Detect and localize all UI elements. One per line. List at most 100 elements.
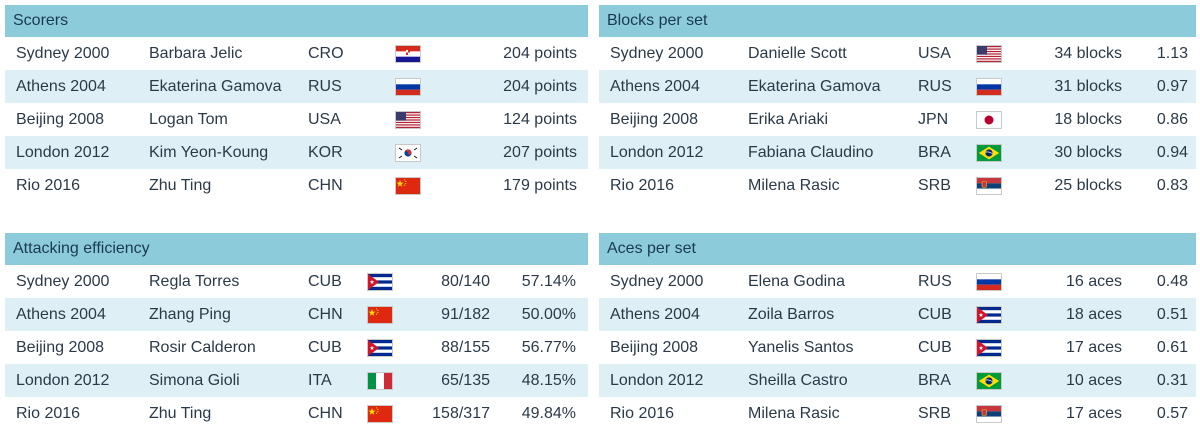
- games-cell: Beijing 2008: [16, 111, 105, 128]
- usa-flag-icon: [977, 46, 1001, 62]
- cuba-flag-icon: [368, 274, 392, 290]
- stat-value: 80/140: [441, 273, 490, 290]
- player-name: Elena Godina: [748, 273, 845, 290]
- games-cell: Athens 2004: [16, 306, 106, 323]
- stat-rate: 0.51: [1156, 306, 1188, 323]
- blocks-rows: Sydney 2000 Danielle Scott USA 34 blocks 1.1…: [599, 37, 1196, 202]
- stat-value: 16 aces: [1065, 273, 1122, 290]
- table-row: Athens 2004 Zhang Ping CHN 91/182 50.00%: [5, 298, 588, 331]
- games-cell: London 2012: [610, 144, 704, 161]
- aces-rows: Sydney 2000 Elena Godina RUS 16 aces 0.48 Ath…: [599, 265, 1196, 430]
- games-cell: Beijing 2008: [610, 111, 699, 128]
- table-row: Rio 2016 Milena Rasic SRB 17 aces 0.57: [599, 397, 1196, 430]
- stat-rate: 0.94: [1156, 144, 1188, 161]
- stat-rate: 0.86: [1156, 111, 1188, 128]
- stat-rate: 0.57: [1156, 405, 1188, 422]
- country-code: BRA: [918, 144, 951, 161]
- games-cell: Athens 2004: [16, 78, 106, 95]
- country-code: CHN: [308, 306, 343, 323]
- player-name: Sheilla Castro: [748, 372, 848, 389]
- games-cell: Sydney 2000: [610, 273, 704, 290]
- stat-value: 91/182: [441, 306, 490, 323]
- table-row: Athens 2004 Zoila Barros CUB 18 aces 0.51: [599, 298, 1196, 331]
- stat-value: 158/317: [432, 405, 490, 422]
- table-row: Rio 2016 Zhu Ting CHN 158/317 49.84%: [5, 397, 588, 430]
- stat-value: 18 blocks: [1054, 111, 1122, 128]
- country-code: JPN: [918, 111, 949, 128]
- russia-flag-icon: [977, 274, 1001, 290]
- games-cell: Sydney 2000: [16, 45, 110, 62]
- table-row: London 2012 Fabiana Claudino BRA 30 blocks 0…: [599, 136, 1196, 169]
- stat-value: 204 points: [503, 45, 577, 62]
- games-cell: Rio 2016: [610, 177, 675, 194]
- player-name: Erika Ariaki: [748, 111, 829, 128]
- scorers-panel: Scorers Sydney 2000 Barbara Jelic CRO 204 p…: [5, 5, 588, 202]
- player-name: Milena Rasic: [748, 405, 840, 422]
- blocks-panel: Blocks per set Sydney 2000 Danielle Scott…: [599, 5, 1196, 202]
- cuba-flag-icon: [977, 307, 1001, 323]
- stat-rate: 57.14%: [521, 273, 576, 290]
- stat-value: 34 blocks: [1054, 45, 1122, 62]
- stat-rate: 0.61: [1156, 339, 1188, 356]
- games-cell: London 2012: [610, 372, 704, 389]
- table-row: Rio 2016 Zhu Ting CHN 179 points: [5, 169, 588, 202]
- country-code: ITA: [308, 372, 332, 389]
- stat-value: 88/155: [441, 339, 490, 356]
- china-flag-icon: [368, 307, 392, 323]
- cuba-flag-icon: [977, 340, 1001, 356]
- stat-rate: 0.31: [1156, 372, 1188, 389]
- player-name: Zhu Ting: [149, 177, 212, 194]
- table-row: Rio 2016 Milena Rasic SRB 25 blocks 0.83: [599, 169, 1196, 202]
- player-name: Kim Yeon-Koung: [149, 144, 269, 161]
- country-code: CHN: [308, 177, 343, 194]
- stat-value: 10 aces: [1065, 372, 1122, 389]
- country-code: RUS: [918, 273, 952, 290]
- stat-value: 17 aces: [1065, 405, 1122, 422]
- brazil-flag-icon: [977, 373, 1001, 389]
- player-name: Logan Tom: [149, 111, 228, 128]
- stat-rate: 0.48: [1156, 273, 1188, 290]
- country-code: RUS: [918, 78, 952, 95]
- table-row: Beijing 2008 Rosir Calderon CUB 88/155 56.77…: [5, 331, 588, 364]
- player-name: Fabiana Claudino: [748, 144, 874, 161]
- brazil-flag-icon: [977, 145, 1001, 161]
- table-row: Sydney 2000 Regla Torres CUB 80/140 57.14%: [5, 265, 588, 298]
- stat-rate: 56.77%: [521, 339, 576, 356]
- japan-flag-icon: [977, 112, 1001, 128]
- south-korea-flag-icon: [396, 145, 420, 161]
- country-code: USA: [308, 111, 341, 128]
- aces-title: Aces per set: [599, 233, 1196, 265]
- stat-value: 25 blocks: [1054, 177, 1122, 194]
- scorers-rows: Sydney 2000 Barbara Jelic CRO 204 points Ath…: [5, 37, 588, 202]
- stat-value: 18 aces: [1065, 306, 1122, 323]
- player-name: Regla Torres: [149, 273, 240, 290]
- games-cell: Rio 2016: [16, 177, 81, 194]
- stat-value: 124 points: [503, 111, 577, 128]
- stat-value: 207 points: [503, 144, 577, 161]
- attacking-rows: Sydney 2000 Regla Torres CUB 80/140 57.14% At…: [5, 265, 588, 430]
- table-row: Beijing 2008 Erika Ariaki JPN 18 blocks 0.86: [599, 103, 1196, 136]
- table-row: Beijing 2008 Yanelis Santos CUB 17 aces 0.61: [599, 331, 1196, 364]
- player-name: Barbara Jelic: [149, 45, 243, 62]
- china-flag-icon: [396, 178, 420, 194]
- cuba-flag-icon: [368, 340, 392, 356]
- russia-flag-icon: [977, 79, 1001, 95]
- stat-value: 17 aces: [1065, 339, 1122, 356]
- attacking-panel: Attacking efficiency Sydney 2000 Regla To…: [5, 233, 588, 430]
- country-code: SRB: [918, 405, 951, 422]
- country-code: RUS: [308, 78, 342, 95]
- serbia-flag-icon: [977, 406, 1001, 422]
- player-name: Yanelis Santos: [748, 339, 854, 356]
- stat-value: 204 points: [503, 78, 577, 95]
- games-cell: Athens 2004: [610, 306, 700, 323]
- games-cell: Sydney 2000: [610, 45, 704, 62]
- games-cell: Beijing 2008: [16, 339, 105, 356]
- player-name: Ekaterina Gamova: [149, 78, 282, 95]
- player-name: Zhang Ping: [149, 306, 231, 323]
- table-row: Athens 2004 Ekaterina Gamova RUS 31 blocks 0…: [599, 70, 1196, 103]
- country-code: BRA: [918, 372, 951, 389]
- country-code: CUB: [918, 339, 952, 356]
- player-name: Danielle Scott: [748, 45, 847, 62]
- country-code: USA: [918, 45, 951, 62]
- aces-panel: Aces per set Sydney 2000 Elena Godina RUS 1…: [599, 233, 1196, 430]
